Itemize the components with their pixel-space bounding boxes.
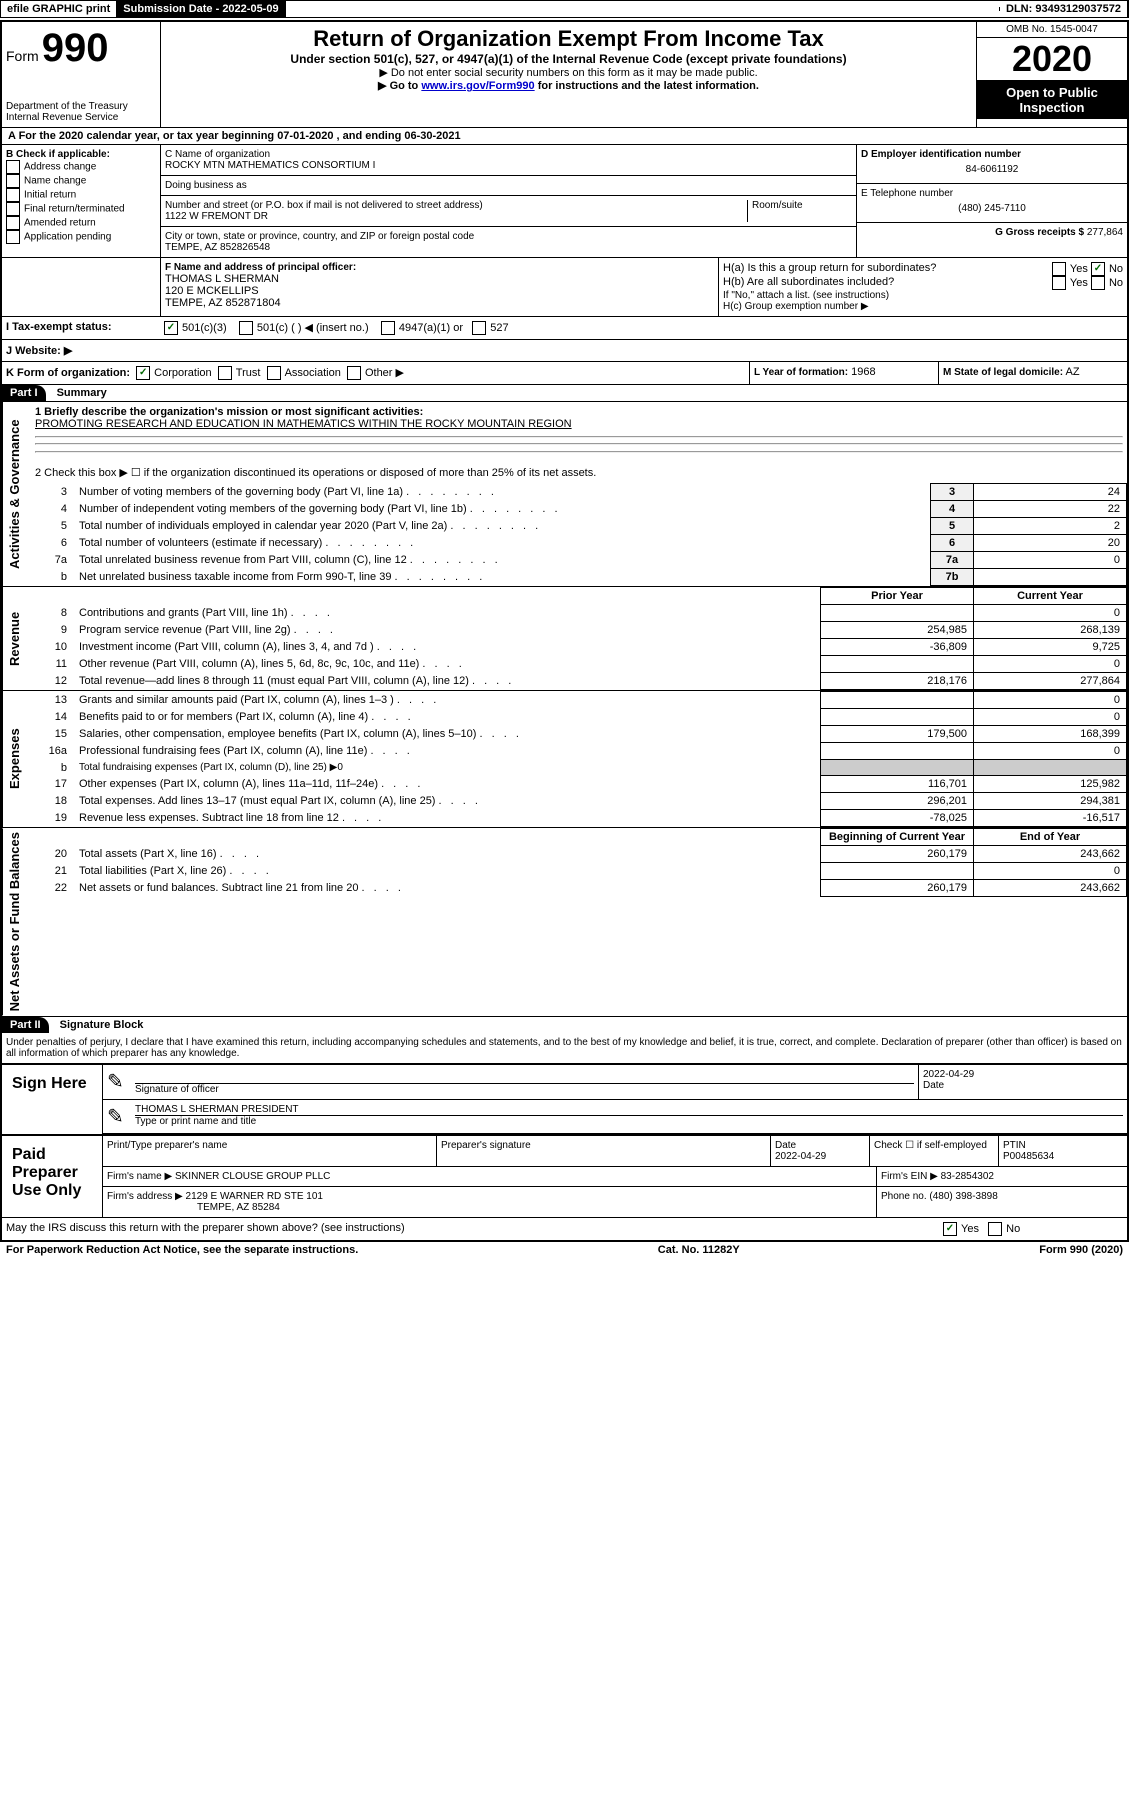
- row-k-org-form: K Form of organization: ✓Corporation Tru…: [2, 361, 1127, 384]
- org-city: TEMPE, AZ 852826548: [165, 242, 852, 253]
- checkbox-address-change[interactable]: [6, 160, 20, 174]
- firm-phone: (480) 398-3898: [929, 1191, 997, 1202]
- ein: 84-6061192: [861, 160, 1123, 179]
- org-street: 1122 W FREMONT DR: [165, 211, 747, 222]
- telephone: (480) 245-7110: [861, 199, 1123, 218]
- netassets-label: Net Assets or Fund Balances: [2, 828, 31, 1015]
- firm-addr1: 2129 E WARNER RD STE 101: [186, 1191, 323, 1202]
- tax-year: 2020: [977, 38, 1127, 81]
- info-grid: B Check if applicable: Address change Na…: [2, 144, 1127, 257]
- checkbox-other[interactable]: [347, 366, 361, 380]
- perjury-statement: Under penalties of perjury, I declare th…: [2, 1033, 1127, 1063]
- form-subtitle: Under section 501(c), 527, or 4947(a)(1)…: [165, 52, 972, 66]
- discuss-row: May the IRS discuss this return with the…: [2, 1217, 1127, 1240]
- col-b-checkboxes: B Check if applicable: Address change Na…: [2, 145, 161, 257]
- irs-label: Internal Revenue Service: [6, 112, 156, 123]
- sign-here-label: Sign Here: [2, 1065, 103, 1134]
- revenue-section: Revenue Prior Year Current Year8 Contrib…: [2, 586, 1127, 690]
- checkbox-discuss-no[interactable]: [988, 1222, 1002, 1236]
- checkbox-527[interactable]: [472, 321, 486, 335]
- officer-addr1: 120 E MCKELLIPS: [165, 285, 714, 297]
- governance-table: 3 Number of voting members of the govern…: [31, 483, 1127, 586]
- checkbox-corp[interactable]: ✓: [136, 366, 150, 380]
- checkbox-hb-yes[interactable]: [1052, 276, 1066, 290]
- checkbox-pending[interactable]: [6, 230, 20, 244]
- checkbox-trust[interactable]: [218, 366, 232, 380]
- footer-center: Cat. No. 11282Y: [658, 1244, 740, 1256]
- form-container: Form 990 Department of the Treasury Inte…: [0, 20, 1129, 1242]
- open-public-badge: Open to Public Inspection: [977, 81, 1127, 119]
- netassets-table: Beginning of Current Year End of Year20 …: [31, 828, 1127, 897]
- submission-date-button[interactable]: Submission Date - 2022-05-09: [117, 1, 285, 17]
- form-note-ssn: ▶ Do not enter social security numbers o…: [165, 66, 972, 79]
- form-label: Form: [6, 48, 39, 64]
- checkbox-4947[interactable]: [381, 321, 395, 335]
- row-i-tax-status: I Tax-exempt status: ✓501(c)(3) 501(c) (…: [2, 316, 1127, 339]
- dept-label: Department of the Treasury: [6, 101, 156, 112]
- checkbox-discuss-yes[interactable]: ✓: [943, 1222, 957, 1236]
- checkbox-hb-no[interactable]: [1091, 276, 1105, 290]
- checkbox-501c[interactable]: [239, 321, 253, 335]
- checkbox-ha-yes[interactable]: [1052, 262, 1066, 276]
- governance-section: Activities & Governance 1 Briefly descri…: [2, 401, 1127, 586]
- officer-name: THOMAS L SHERMAN: [165, 273, 714, 285]
- expenses-label: Expenses: [2, 691, 31, 827]
- gross-receipts: 277,864: [1087, 227, 1123, 238]
- part-i-title: Summary: [49, 387, 107, 399]
- firm-ein: 83-2854302: [941, 1171, 994, 1182]
- footer: For Paperwork Reduction Act Notice, see …: [0, 1242, 1129, 1258]
- revenue-label: Revenue: [2, 587, 31, 690]
- checkbox-initial-return[interactable]: [6, 188, 20, 202]
- pen-icon: ✎: [103, 1065, 131, 1099]
- netassets-section: Net Assets or Fund Balances Beginning of…: [2, 827, 1127, 1015]
- part-ii-title: Signature Block: [52, 1019, 144, 1031]
- paid-preparer-section: Paid Preparer Use Only Print/Type prepar…: [2, 1134, 1127, 1217]
- form-number: 990: [42, 26, 109, 70]
- col-c-org-info: C Name of organization ROCKY MTN MATHEMA…: [161, 145, 857, 257]
- form-title: Return of Organization Exempt From Incom…: [165, 26, 972, 52]
- sig-date: 2022-04-29: [923, 1069, 1123, 1080]
- top-bar: efile GRAPHIC print Submission Date - 20…: [0, 0, 1129, 18]
- expenses-table: 13 Grants and similar amounts paid (Part…: [31, 691, 1127, 827]
- org-name: ROCKY MTN MATHEMATICS CONSORTIUM I: [165, 160, 852, 171]
- checkbox-name-change[interactable]: [6, 174, 20, 188]
- footer-right: Form 990 (2020): [1039, 1244, 1123, 1256]
- efile-label: efile GRAPHIC print: [1, 1, 117, 17]
- irs-link[interactable]: www.irs.gov/Form990: [421, 80, 534, 92]
- section-a-period: A For the 2020 calendar year, or tax yea…: [2, 127, 1127, 144]
- checkbox-ha-no[interactable]: ✓: [1091, 262, 1105, 276]
- firm-name: SKINNER CLOUSE GROUP PLLC: [175, 1171, 330, 1182]
- row-f-h: F Name and address of principal officer:…: [2, 257, 1127, 316]
- governance-label: Activities & Governance: [2, 402, 31, 586]
- footer-left: For Paperwork Reduction Act Notice, see …: [6, 1244, 358, 1256]
- ptin: P00485634: [1003, 1151, 1054, 1162]
- col-de-info: D Employer identification number 84-6061…: [857, 145, 1127, 257]
- checkbox-assoc[interactable]: [267, 366, 281, 380]
- q2-discontinued: 2 Check this box ▶ ☐ if the organization…: [31, 462, 1127, 483]
- form-note-link: ▶ Go to www.irs.gov/Form990 for instruct…: [165, 79, 972, 92]
- part-ii-header: Part II: [2, 1017, 49, 1033]
- form-header: Form 990 Department of the Treasury Inte…: [2, 22, 1127, 127]
- expenses-section: Expenses 13 Grants and similar amounts p…: [2, 690, 1127, 827]
- checkbox-final-return[interactable]: [6, 202, 20, 216]
- officer-addr2: TEMPE, AZ 852871804: [165, 297, 714, 309]
- year-formation: 1968: [851, 366, 875, 378]
- dln-label: DLN: 93493129037572: [1000, 1, 1128, 17]
- sign-here-section: Sign Here ✎ Signature of officer 2022-04…: [2, 1063, 1127, 1134]
- checkbox-501c3[interactable]: ✓: [164, 321, 178, 335]
- state-domicile: AZ: [1065, 366, 1079, 378]
- paid-preparer-label: Paid Preparer Use Only: [2, 1136, 103, 1217]
- part-i-header: Part I: [2, 385, 46, 401]
- firm-addr2: TEMPE, AZ 85284: [197, 1202, 280, 1213]
- officer-typed-name: THOMAS L SHERMAN PRESIDENT: [135, 1104, 1123, 1115]
- mission-text: PROMOTING RESEARCH AND EDUCATION IN MATH…: [35, 418, 572, 430]
- pen-icon: ✎: [103, 1100, 131, 1133]
- row-j-website: J Website: ▶: [2, 339, 1127, 361]
- checkbox-amended[interactable]: [6, 216, 20, 230]
- prep-date: 2022-04-29: [775, 1151, 826, 1162]
- omb-number: OMB No. 1545-0047: [977, 22, 1127, 38]
- revenue-table: Prior Year Current Year8 Contributions a…: [31, 587, 1127, 690]
